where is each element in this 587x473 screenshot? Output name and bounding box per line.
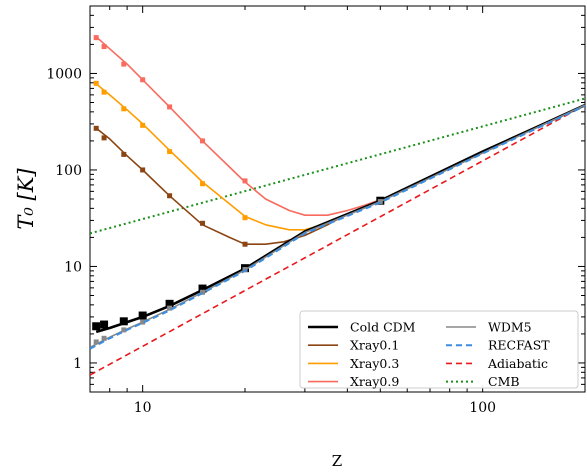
tick-labels: 10 100 1 10 100 1000 (46, 66, 496, 416)
data-point-wdm5 (167, 305, 173, 311)
data-point-xray0-3 (242, 215, 248, 221)
data-point-xray0-1 (242, 241, 248, 247)
data-point-wdm5 (377, 199, 383, 205)
data-point-xray0-3 (93, 80, 99, 86)
legend: Cold CDM Xray0.1 Xray0.3 Xray0.9 WDM5 RECFAST… (299, 310, 579, 389)
data-point-xray0-9 (200, 138, 206, 144)
y-tick-label: 10 (64, 259, 82, 275)
series-line-recfast (90, 105, 585, 350)
y-tick-label: 1000 (46, 66, 82, 82)
y-tick-label: 1 (73, 356, 82, 372)
data-point-xray0-1 (121, 151, 127, 157)
data-point-cold-cdm (92, 322, 101, 331)
x-axis-label: Z (332, 452, 342, 470)
series-layer (90, 35, 585, 376)
data-point-cold-cdm (138, 311, 147, 320)
legend-label: Xray0.9 (350, 374, 399, 389)
data-point-xray0-9 (242, 178, 248, 184)
series-line-xray0-9 (95, 36, 381, 216)
data-point-wdm5 (101, 335, 107, 341)
series-line-cmb (90, 97, 585, 235)
data-point-cold-cdm (198, 284, 207, 293)
legend-label: Xray0.1 (350, 338, 399, 353)
data-point-xray0-9 (121, 61, 127, 67)
series-line-adiabatic (90, 104, 585, 376)
data-point-xray0-1 (167, 193, 173, 199)
data-point-wdm5 (140, 319, 146, 325)
x-tick-label: 100 (469, 400, 496, 416)
y-axis-label: T₀ [K] (14, 168, 38, 230)
data-point-xray0-9 (140, 77, 146, 83)
legend-label: CMB (488, 374, 520, 389)
data-point-wdm5 (242, 266, 248, 272)
data-point-xray0-3 (140, 122, 146, 128)
y-tick-label: 100 (55, 163, 82, 179)
legend-label: Xray0.3 (350, 356, 399, 371)
data-point-xray0-9 (101, 44, 107, 50)
x-tick-label: 10 (134, 400, 152, 416)
data-point-xray0-3 (167, 149, 173, 155)
data-point-xray0-3 (101, 89, 107, 95)
legend-box (299, 310, 579, 389)
axis-ticks (89, 5, 586, 393)
legend-label: WDM5 (488, 320, 532, 335)
data-point-xray0-3 (121, 106, 127, 112)
data-point-xray0-1 (200, 220, 206, 226)
legend-label: RECFAST (488, 338, 550, 353)
data-point-xray0-9 (167, 104, 173, 110)
data-point-wdm5 (93, 339, 99, 345)
data-point-cold-cdm (119, 317, 128, 326)
data-point-xray0-9 (93, 35, 99, 41)
legend-label: Adiabatic (487, 356, 548, 371)
data-point-cold-cdm (165, 299, 174, 308)
data-point-wdm5 (121, 327, 127, 333)
data-point-cold-cdm (100, 320, 109, 329)
data-point-xray0-1 (93, 125, 99, 131)
legend-label: Cold CDM (350, 320, 416, 335)
data-point-xray0-1 (140, 167, 146, 173)
data-point-xray0-1 (101, 135, 107, 141)
data-point-xray0-3 (200, 181, 206, 187)
